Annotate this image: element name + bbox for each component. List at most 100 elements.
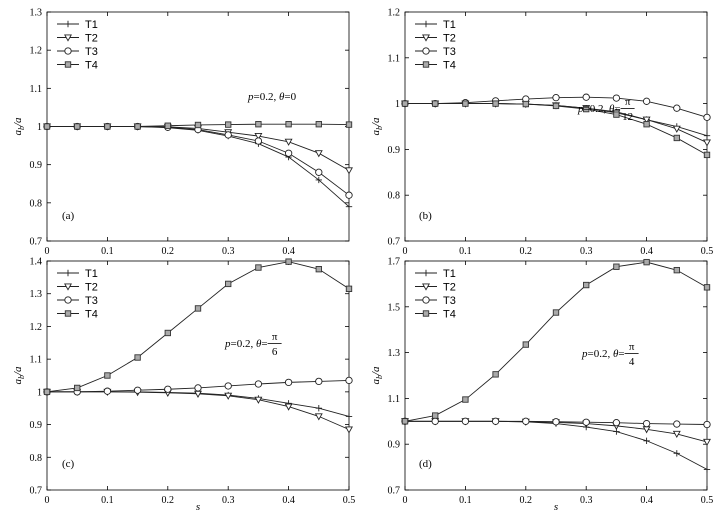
y-tick-label: 1.3	[30, 8, 43, 19]
y-tick-label: 1.1	[30, 84, 43, 95]
data-point	[612, 419, 621, 427]
panel-label: (b)	[419, 210, 432, 222]
data-point	[225, 280, 232, 288]
data-point	[522, 341, 529, 348]
data-point	[255, 121, 262, 128]
y-tick-label: 1.2	[388, 8, 401, 19]
data-point	[673, 134, 680, 142]
legend-marker	[422, 310, 430, 317]
y-tick-label: 0.7	[388, 237, 401, 248]
legend-marker	[422, 20, 430, 28]
x-tick-label: 0.4	[282, 246, 295, 257]
fraction-numerator: π	[629, 341, 635, 353]
y-tick-label: 1.7	[388, 257, 401, 268]
plot-frame	[46, 260, 350, 491]
data-point	[345, 203, 353, 210]
y-tick-label: 1.1	[388, 394, 401, 405]
data-point	[194, 121, 202, 129]
x-tick-label: 0	[45, 246, 50, 257]
data-point	[224, 392, 233, 400]
data-point	[432, 412, 439, 419]
x-tick-label: 0.1	[459, 246, 472, 257]
data-point	[431, 417, 439, 425]
data-point	[582, 418, 590, 426]
legend-entry: T3	[85, 46, 98, 58]
y-axis-label: ab/a	[12, 117, 26, 136]
y-tick-label: 0.8	[30, 453, 43, 464]
data-point	[315, 176, 322, 184]
x-tick-label: 0	[45, 495, 50, 506]
fraction-denominator: 4	[629, 356, 635, 368]
data-point	[612, 94, 621, 102]
data-point	[345, 413, 353, 420]
condition-annotation: p=0.2, θ=	[577, 103, 621, 115]
data-point	[345, 191, 353, 199]
legend-marker	[64, 20, 72, 28]
legend-marker	[64, 269, 72, 277]
data-point	[552, 418, 560, 426]
data-point	[643, 437, 650, 444]
data-point	[254, 380, 263, 388]
data-point	[255, 264, 262, 271]
series-T4	[43, 121, 353, 130]
y-tick-label: 0.9	[30, 160, 43, 171]
data-point	[522, 100, 529, 108]
y-tick-label: 0.7	[30, 486, 43, 497]
legend-entry: T1	[443, 268, 456, 280]
data-point	[225, 121, 232, 128]
data-point	[345, 167, 353, 175]
data-point	[672, 430, 681, 439]
data-point	[703, 132, 711, 139]
legend-marker	[422, 61, 430, 68]
data-point	[492, 371, 499, 378]
data-point	[613, 263, 620, 270]
data-point	[164, 329, 171, 337]
x-tick-label: 0	[403, 246, 408, 257]
x-tick-label: 0.5	[701, 246, 714, 257]
y-tick-label: 0.9	[388, 440, 401, 451]
x-tick-label: 0.4	[640, 495, 653, 506]
data-point	[703, 438, 711, 447]
data-point	[224, 131, 232, 139]
x-tick-label: 0.5	[701, 495, 714, 506]
data-point	[552, 309, 560, 316]
y-axis-label: ab/a	[370, 366, 384, 385]
data-point	[461, 417, 470, 425]
data-point	[315, 405, 322, 412]
data-point	[194, 305, 202, 312]
data-point	[492, 100, 499, 107]
legend-entry: T3	[443, 295, 456, 307]
data-point	[673, 420, 681, 428]
legend-entry: T1	[85, 268, 98, 280]
y-tick-label: 1.1	[388, 53, 401, 64]
panel-label: (a)	[62, 210, 75, 222]
data-point	[583, 105, 590, 113]
data-point	[224, 382, 232, 390]
x-tick-label: 0.3	[580, 495, 593, 506]
data-point	[552, 102, 560, 110]
x-tick-label: 0.1	[459, 495, 472, 506]
data-point	[164, 385, 172, 393]
data-point	[703, 466, 711, 473]
legend-marker	[64, 283, 72, 291]
series-T4	[401, 258, 711, 425]
legend-marker	[422, 269, 430, 277]
legend-entry: T2	[85, 282, 98, 294]
x-tick-label: 0.4	[282, 495, 295, 506]
data-point	[642, 97, 651, 105]
y-tick-label: 0.9	[388, 145, 401, 156]
panel-label: (d)	[419, 458, 432, 470]
data-point	[345, 426, 353, 434]
data-point	[254, 137, 263, 145]
data-point	[673, 266, 680, 274]
data-point	[284, 403, 293, 411]
legend-marker	[422, 47, 430, 55]
data-point	[104, 372, 111, 379]
chart-panel-2: 0 0.1 0.2 0.3 0.4 0.5 0.7 0.8 0.9 1 1.1 1.2 ab/a T1 T2…	[370, 8, 713, 258]
series-T4	[401, 100, 711, 159]
data-point	[583, 281, 590, 289]
